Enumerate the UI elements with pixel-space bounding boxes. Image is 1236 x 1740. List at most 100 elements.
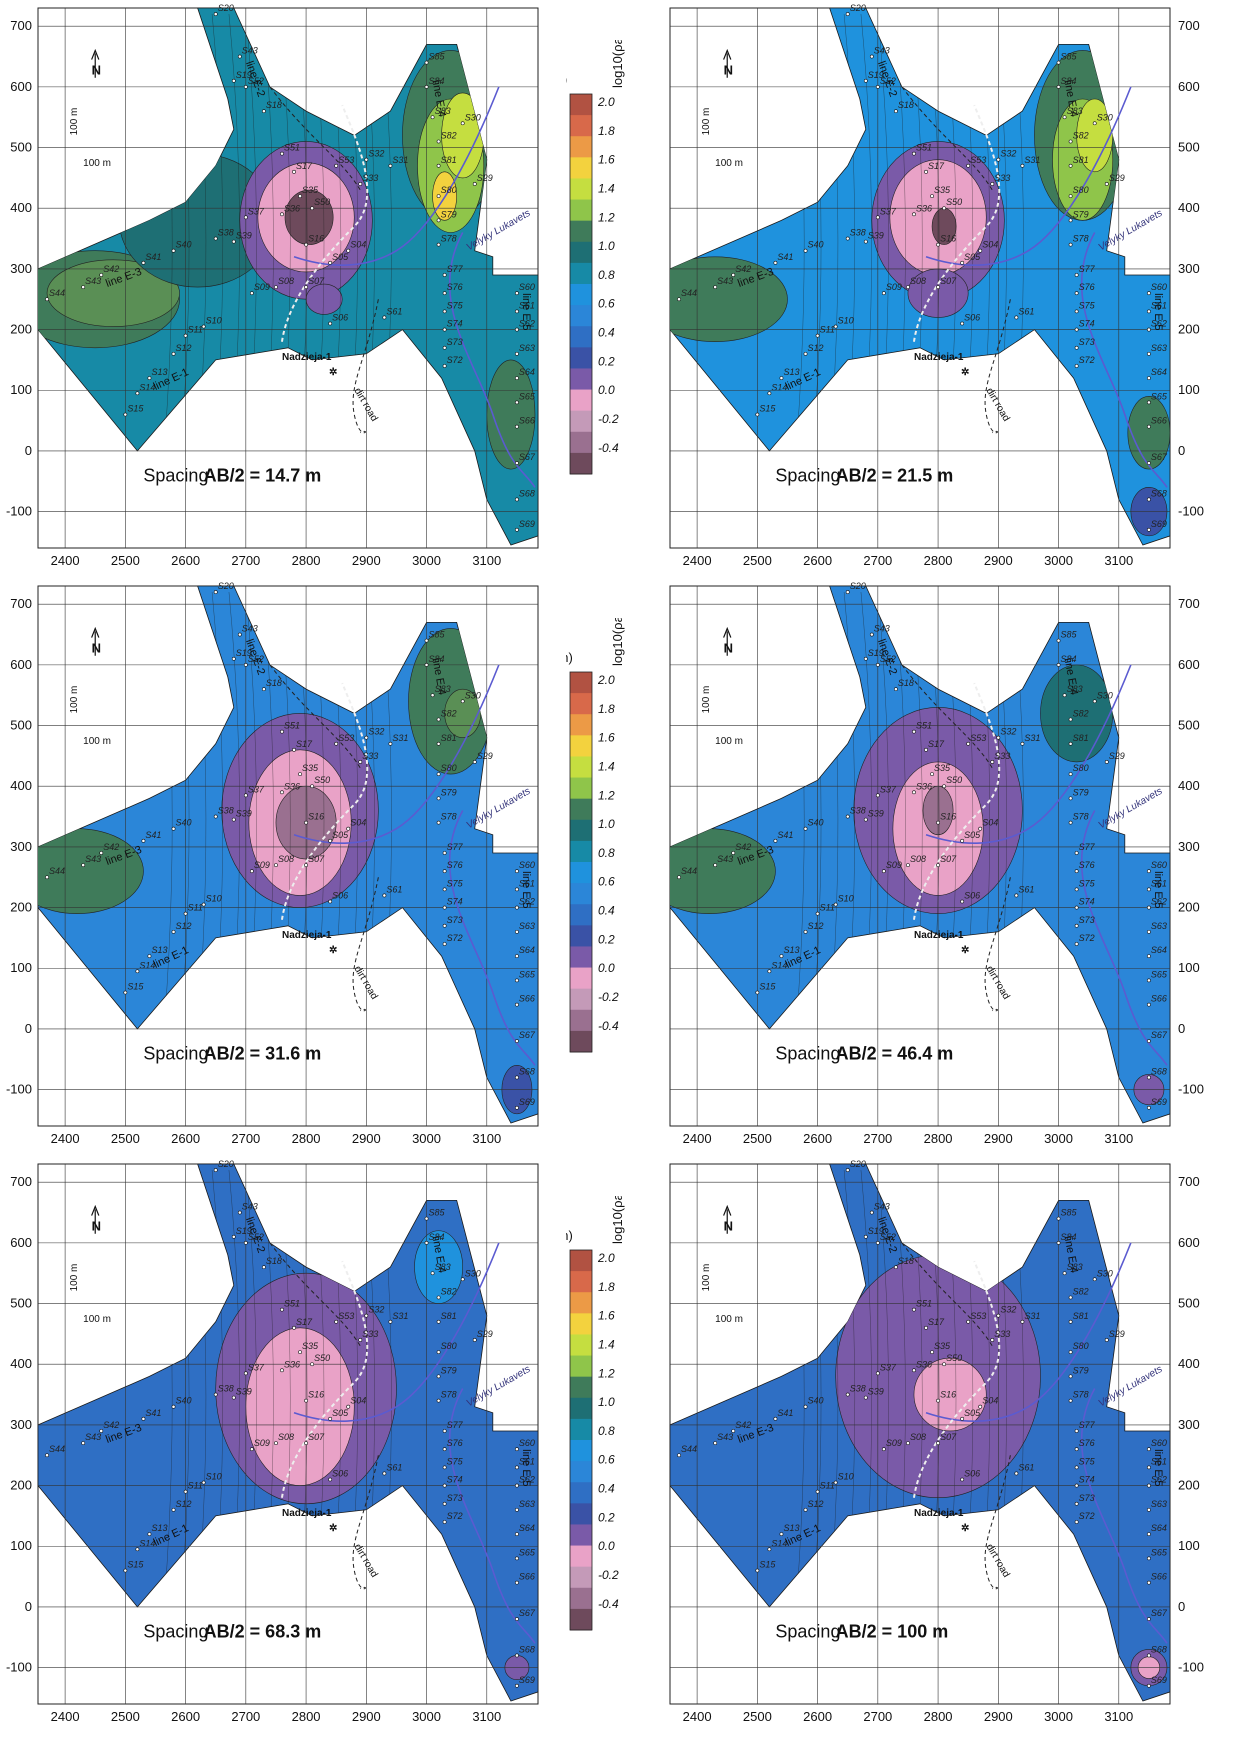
station-label: S15 — [759, 404, 776, 414]
colorbar-swatch — [570, 904, 592, 926]
x-tick-label: 2500 — [743, 1131, 772, 1146]
colorbar-swatch — [570, 452, 592, 475]
station-label: S39 — [868, 809, 884, 819]
station-point — [442, 1429, 447, 1433]
station-point — [328, 260, 333, 265]
station-label: S33 — [362, 751, 378, 761]
station-label: S53 — [338, 1311, 354, 1321]
x-tick-label: 2700 — [863, 553, 892, 568]
colorbar-swatch — [570, 1313, 592, 1335]
well-label: Nadzieja-1 — [282, 930, 332, 941]
station-point — [1074, 1429, 1079, 1433]
station-point — [304, 863, 308, 868]
station-label: S11 — [188, 1481, 203, 1491]
station-point — [833, 1480, 838, 1485]
legend-log-label: 0.8 — [598, 1424, 615, 1438]
legend-log-label: 1.2 — [598, 1366, 615, 1380]
station-label: S16 — [940, 1390, 956, 1400]
legend-log-label: -0.4 — [598, 1019, 619, 1033]
station-label: S05 — [332, 1408, 349, 1418]
station-label: S13 — [151, 945, 167, 955]
spacing-label: Spacing — [143, 1043, 208, 1063]
station-label: S32 — [368, 149, 384, 159]
station-label: S17 — [296, 1317, 313, 1327]
station-label: S06 — [964, 313, 980, 323]
station-label: S66 — [1151, 994, 1167, 1004]
station-label: S67 — [519, 452, 536, 462]
station-point — [45, 297, 49, 302]
scale-horizontal: 100 m — [715, 736, 743, 747]
station-point — [515, 1465, 519, 1470]
station-point — [358, 760, 363, 764]
x-tick-label: 2700 — [863, 1131, 892, 1146]
station-label: S32 — [368, 1305, 384, 1315]
station-label: S60 — [1151, 860, 1167, 870]
y-tick-label: 500 — [1178, 718, 1200, 733]
station-point — [515, 400, 519, 405]
station-point — [515, 1483, 519, 1488]
station-point — [304, 242, 308, 247]
y-tick-label: 0 — [25, 443, 32, 458]
station-point — [436, 820, 441, 825]
station-label: S32 — [368, 727, 384, 737]
station-point — [731, 273, 736, 277]
station-label: S79 — [1073, 209, 1089, 219]
station-label: S35 — [302, 185, 319, 195]
station-point — [875, 793, 880, 798]
station-point — [978, 1404, 983, 1409]
map-panel-2: Velyky Lukavets dirt road Nadzieja-1 ✲ S20 S4… — [669, 3, 1204, 576]
spacing-value: AB/2 = 31.6 m — [204, 1043, 322, 1063]
station-point — [171, 826, 176, 831]
station-point — [243, 84, 248, 89]
station-label: S37 — [248, 784, 265, 794]
station-point — [1074, 273, 1079, 277]
station-point — [978, 826, 983, 831]
station-point — [1068, 1295, 1073, 1300]
station-label: S82 — [1073, 708, 1089, 718]
map-panel-6: Velyky Lukavets dirt road Nadzieja-1 ✲ S20 S4… — [669, 1159, 1204, 1732]
y-tick-label: 600 — [1178, 79, 1200, 94]
station-point — [1147, 1556, 1151, 1561]
spacing-label: Spacing — [775, 465, 840, 485]
station-label: S44 — [49, 288, 65, 298]
station-label: S82 — [1073, 1286, 1089, 1296]
station-point — [924, 169, 928, 174]
station-label: S67 — [519, 1030, 536, 1040]
y-tick-label: 500 — [1178, 1296, 1200, 1311]
station-point — [773, 1416, 778, 1421]
legend-log-label: 1.0 — [598, 239, 615, 253]
station-point — [1020, 741, 1025, 746]
station-point — [930, 772, 934, 776]
station-label: S09 — [254, 860, 270, 870]
station-label: S13 — [783, 945, 799, 955]
station-point — [213, 590, 218, 594]
station-label: S61 — [1018, 1462, 1034, 1472]
station-point — [328, 899, 333, 904]
y-tick-label: 500 — [10, 718, 32, 733]
station-point — [231, 1234, 236, 1239]
station-point — [990, 760, 995, 764]
legend-log-label: 0.4 — [598, 904, 615, 918]
station-point — [436, 1374, 441, 1379]
station-label: S15 — [127, 1560, 144, 1570]
legend-log-label: 0.6 — [598, 1453, 615, 1467]
station-point — [1147, 376, 1151, 381]
station-point — [424, 662, 429, 667]
station-label: S40 — [808, 818, 824, 828]
station-point — [123, 990, 128, 995]
station-point — [803, 929, 808, 934]
station-point — [990, 1338, 995, 1342]
station-point — [436, 1295, 441, 1300]
y-tick-label: 200 — [1178, 900, 1200, 915]
station-point — [334, 163, 339, 168]
y-tick-label: -100 — [1178, 1660, 1204, 1675]
station-point — [803, 826, 808, 831]
station-label: S11 — [188, 903, 203, 913]
station-point — [515, 978, 519, 983]
well-icon: ✲ — [961, 945, 969, 956]
station-label: S35 — [302, 1341, 319, 1351]
station-point — [424, 84, 429, 89]
station-label: S10 — [838, 316, 854, 326]
well-label: Nadzieja-1 — [914, 930, 964, 941]
